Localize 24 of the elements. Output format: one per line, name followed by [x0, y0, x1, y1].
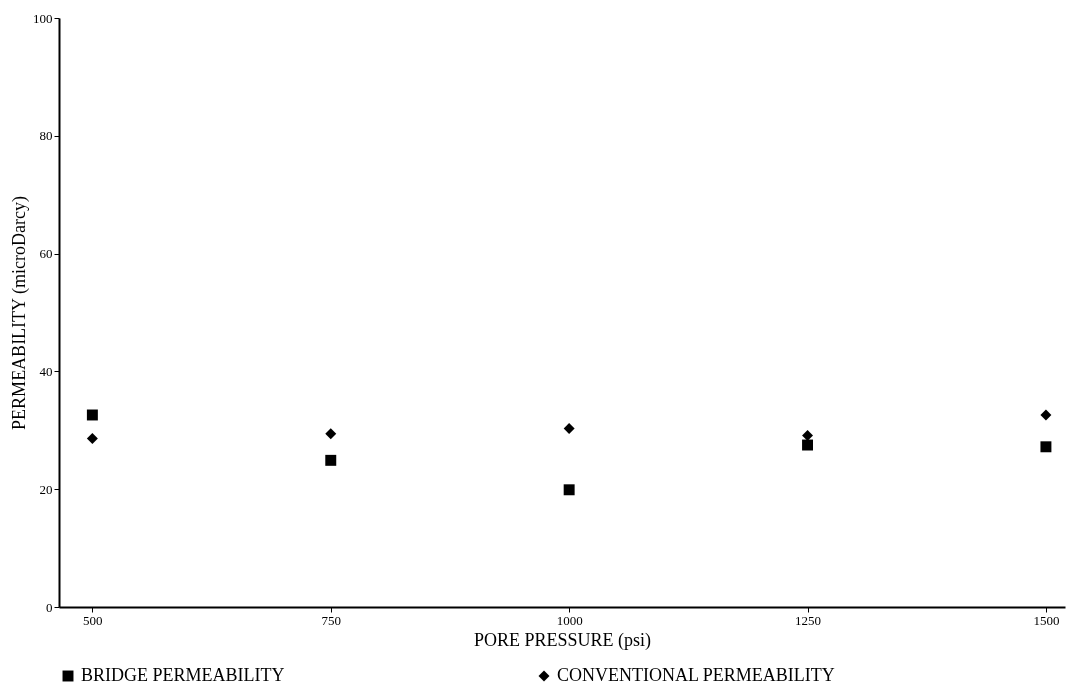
point: [1040, 441, 1052, 453]
x-tick-label: 750: [321, 612, 342, 628]
point: [802, 439, 814, 451]
point: [86, 409, 98, 421]
y-tick-label: 20: [39, 481, 53, 497]
x-tick-label: 1500: [1033, 612, 1060, 628]
point: [1040, 409, 1052, 421]
y-tick-label: 0: [46, 599, 53, 615]
y-tick-label: 60: [39, 246, 53, 262]
point: [563, 423, 575, 435]
x-axis-title: PORE PRESSURE (psi): [473, 629, 652, 651]
y-tick-label: 40: [39, 363, 53, 379]
point: [86, 433, 98, 445]
y-tick-label: 80: [39, 128, 53, 144]
point: [325, 428, 337, 440]
y-axis-title: PERMEABILITY (microDarcy): [9, 196, 30, 430]
legend-label: CONVENTIONAL PERMEABILITY: [557, 665, 835, 685]
point: [563, 484, 575, 496]
point: [325, 454, 337, 466]
x-tick-label: 500: [83, 612, 103, 628]
x-tick-label: 1250: [795, 612, 822, 628]
x-tick-label: 1000: [556, 612, 583, 628]
legend-label: BRIDGE PERMEABILITY: [81, 665, 285, 685]
y-tick-label: 100: [33, 10, 53, 26]
